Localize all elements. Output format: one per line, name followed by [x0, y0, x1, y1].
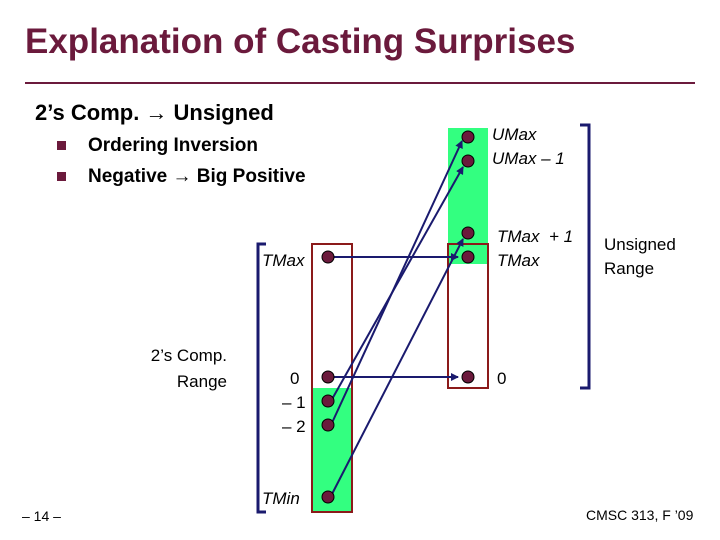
bullet-negative-big-positive: Negative → Big Positive [88, 166, 306, 187]
course-label: CMSC 313, F ’09 [586, 507, 694, 523]
unsigned-upper-band [448, 128, 488, 264]
node-left-minus1 [321, 394, 335, 408]
arrow-tmin-to-tmax-plus1 [330, 238, 464, 497]
left-label-minus1: – 1 [282, 393, 306, 412]
node-left-tmax [321, 250, 335, 264]
left-label-zero: 0 [290, 369, 300, 388]
left-label-minus2: – 2 [282, 417, 306, 436]
bullet-ordering-inversion: Ordering Inversion [88, 135, 258, 156]
node-right-tmax-plus1 [461, 226, 475, 240]
page-title: Explanation of Casting Surprises [25, 22, 576, 61]
twos-comp-negative-band [312, 388, 352, 512]
slide-number: – 14 – [22, 508, 61, 524]
right-label-tmax: TMax [497, 251, 540, 270]
unsigned-range-label-line2: Range [604, 259, 655, 278]
unsigned-range-bracket [580, 123, 591, 390]
node-right-umax [461, 130, 475, 144]
right-label-zero: 0 [497, 369, 507, 388]
arrow-minus2-to-umax [330, 140, 463, 426]
unsigned-lower-range-box [447, 243, 489, 389]
right-label-umax: UMax [492, 125, 537, 144]
node-right-zero [461, 370, 475, 384]
bullet-square-icon [57, 172, 66, 181]
twos-comp-range-label-line2: Range [176, 372, 227, 391]
node-right-tmax [461, 250, 475, 264]
node-left-zero [321, 370, 335, 384]
left-label-tmax: TMax [262, 251, 305, 270]
heading-conversion: 2’s Comp. → Unsigned [35, 100, 274, 125]
twos-comp-range-bracket [256, 242, 266, 514]
node-right-umax-minus1 [461, 154, 475, 168]
node-left-tmin [321, 490, 335, 504]
left-label-tmin: TMin [262, 489, 300, 508]
right-label-tmax-plus1: TMax + 1 [497, 227, 574, 246]
node-left-minus2 [321, 418, 335, 432]
title-divider [25, 82, 695, 84]
twos-comp-range-label-line1: 2’s Comp. [150, 346, 227, 365]
unsigned-range-label-line1: Unsigned [604, 235, 676, 254]
bullet-square-icon [57, 141, 66, 150]
right-label-umax-minus1: UMax – 1 [492, 149, 565, 168]
